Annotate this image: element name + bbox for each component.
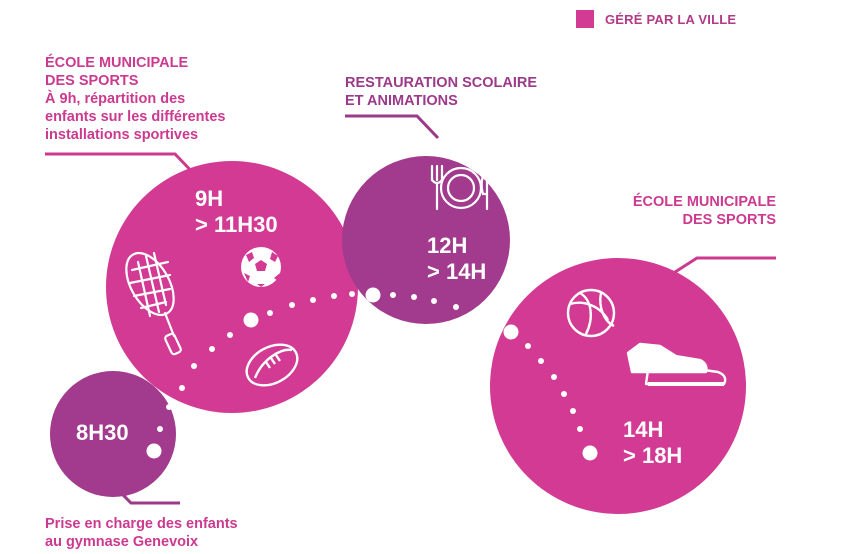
legend-label: GÉRÉ PAR LA VILLE [605, 11, 737, 27]
caption-accueil: Prise en charge des enfants au gymnase G… [45, 515, 238, 551]
time-sport-matin-line-1: 9H [195, 186, 224, 211]
time-accueil: 8H30 [76, 420, 129, 446]
plate-cutlery-icon [430, 164, 489, 211]
time-restauration-line-1: 12H [427, 233, 468, 258]
leader-line-accueil [120, 492, 180, 505]
path-dots [146, 287, 598, 461]
caption-restauration-title-2: ET ANIMATIONS [345, 93, 458, 109]
time-sport-apres-midi-line-2: > 18H [623, 443, 683, 468]
caption-accueil-text-2: au gymnase Genevoix [45, 534, 199, 550]
caption-accueil-text-1: Prise en charge des enfants [45, 516, 238, 532]
caption-sport-apres-midi-title-2: DES SPORTS [682, 212, 776, 228]
caption-restauration: RESTAURATION SCOLAIRE ET ANIMATIONS [345, 74, 537, 110]
rugby-ball-icon [245, 343, 299, 387]
time-sport-apres-midi-line-1: 14H [623, 417, 664, 442]
caption-sport-matin-text-2: enfants sur les différentes [45, 109, 226, 125]
legend: GÉRÉ PAR LA VILLE [576, 10, 736, 28]
leader-line-restauration [345, 114, 440, 140]
caption-sport-matin-title-2: DES SPORTS [45, 73, 139, 89]
caption-sport-matin-title-1: ÉCOLE MUNICIPALE [45, 55, 189, 71]
sneaker-icon [626, 342, 727, 386]
time-sport-matin: 9H > 11H30 [195, 186, 278, 238]
time-sport-apres-midi: 14H > 18H [623, 417, 682, 469]
time-sport-matin-line-2: > 11H30 [195, 212, 278, 237]
caption-sport-matin-text-1: À 9h, répartition des [45, 91, 186, 107]
volleyball-icon [566, 288, 616, 338]
caption-sport-apres-midi-title-1: ÉCOLE MUNICIPALE [632, 194, 776, 210]
caption-sport-matin-text-3: installations sportives [45, 127, 199, 143]
leader-line-sport-apres-midi [671, 256, 776, 276]
soccer-ball-icon [241, 247, 281, 287]
tennis-racket-icon [125, 251, 182, 356]
caption-restauration-title-1: RESTAURATION SCOLAIRE [345, 75, 537, 91]
time-restauration-line-2: > 14H [427, 259, 487, 284]
time-restauration: 12H > 14H [427, 233, 486, 285]
time-accueil-line-1: 8H30 [76, 420, 129, 445]
legend-swatch [576, 10, 594, 28]
circle-accueil [50, 371, 176, 497]
caption-sport-matin: ÉCOLE MUNICIPALE DES SPORTS À 9h, répart… [45, 54, 226, 144]
caption-sport-apres-midi: ÉCOLE MUNICIPALE DES SPORTS [612, 193, 776, 229]
circle-sport-apres-midi [490, 258, 746, 514]
